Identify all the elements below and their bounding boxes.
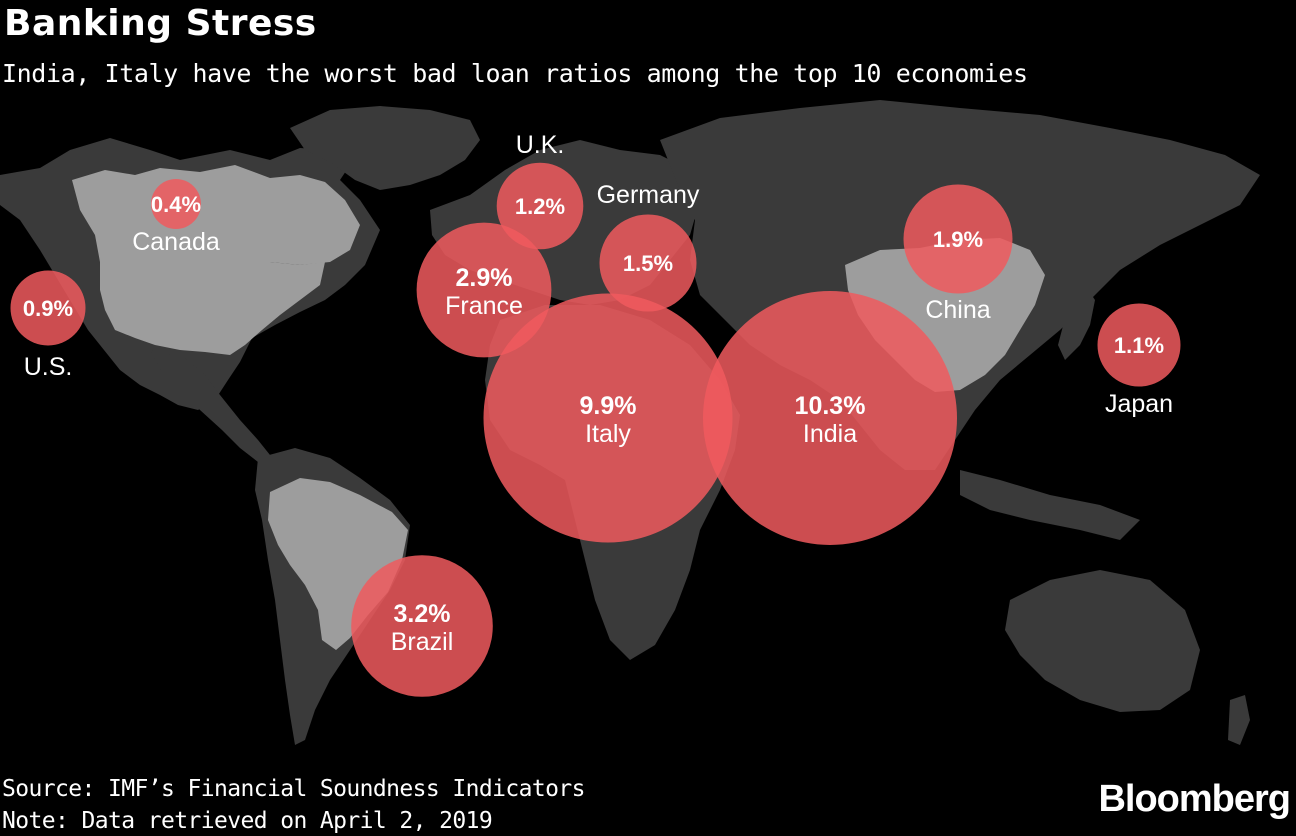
value-label-us: 0.9% xyxy=(23,296,73,321)
bubble-china xyxy=(903,184,1013,294)
bloomberg-logo: Bloomberg xyxy=(1098,778,1291,820)
bubble-france xyxy=(416,222,552,358)
country-label-italy: Italy xyxy=(585,420,631,448)
bubble-layer xyxy=(10,162,1181,697)
bubble-uk xyxy=(496,162,584,250)
australia-landmass xyxy=(1005,570,1200,712)
data-note: Note: Data retrieved on April 2, 2019 xyxy=(2,808,493,834)
japan-landmass xyxy=(1058,285,1095,360)
value-label-germany: 1.5% xyxy=(623,251,673,276)
country-label-us: U.S. xyxy=(24,353,73,381)
page-subtitle: India, Italy have the worst bad loan rat… xyxy=(2,59,1028,88)
bubble-germany xyxy=(599,214,697,312)
value-label-china: 1.9% xyxy=(933,227,983,252)
country-label-canada: Canada xyxy=(132,228,220,256)
country-label-germany: Germany xyxy=(597,181,700,209)
value-label-uk: 1.2% xyxy=(515,194,565,219)
country-label-france: France xyxy=(445,292,523,320)
bubble-japan xyxy=(1097,303,1181,387)
value-label-brazil: 3.2% xyxy=(394,600,451,628)
page-title: Banking Stress xyxy=(4,3,317,44)
value-label-france: 2.9% xyxy=(456,264,513,292)
value-label-japan: 1.1% xyxy=(1114,333,1164,358)
value-label-canada: 0.4% xyxy=(151,192,201,217)
value-label-italy: 9.9% xyxy=(580,392,637,420)
source-note: Source: IMF’s Financial Soundness Indica… xyxy=(2,776,585,802)
country-label-japan: Japan xyxy=(1105,390,1173,418)
new-zealand-landmass xyxy=(1228,695,1250,745)
label-layer: 0.9% U.S. 0.4% Canada 1.2% U.K. 1.5% Germany 2.9… xyxy=(23,131,1173,656)
value-label-india: 10.3% xyxy=(795,392,866,420)
bubble-italy xyxy=(483,293,733,543)
canada-highlight xyxy=(72,165,360,265)
central-america-landmass xyxy=(150,350,270,462)
bubble-brazil xyxy=(351,555,493,697)
us-highlight xyxy=(100,262,325,355)
country-label-uk: U.K. xyxy=(516,131,565,159)
country-label-china: China xyxy=(925,296,990,324)
greenland-landmass xyxy=(290,106,480,190)
country-label-india: India xyxy=(803,420,857,448)
bubble-canada xyxy=(151,179,201,229)
bubble-india xyxy=(703,291,957,545)
country-label-brazil: Brazil xyxy=(391,628,454,656)
southeast-asia-islands xyxy=(960,470,1140,540)
bubble-us xyxy=(10,270,86,346)
